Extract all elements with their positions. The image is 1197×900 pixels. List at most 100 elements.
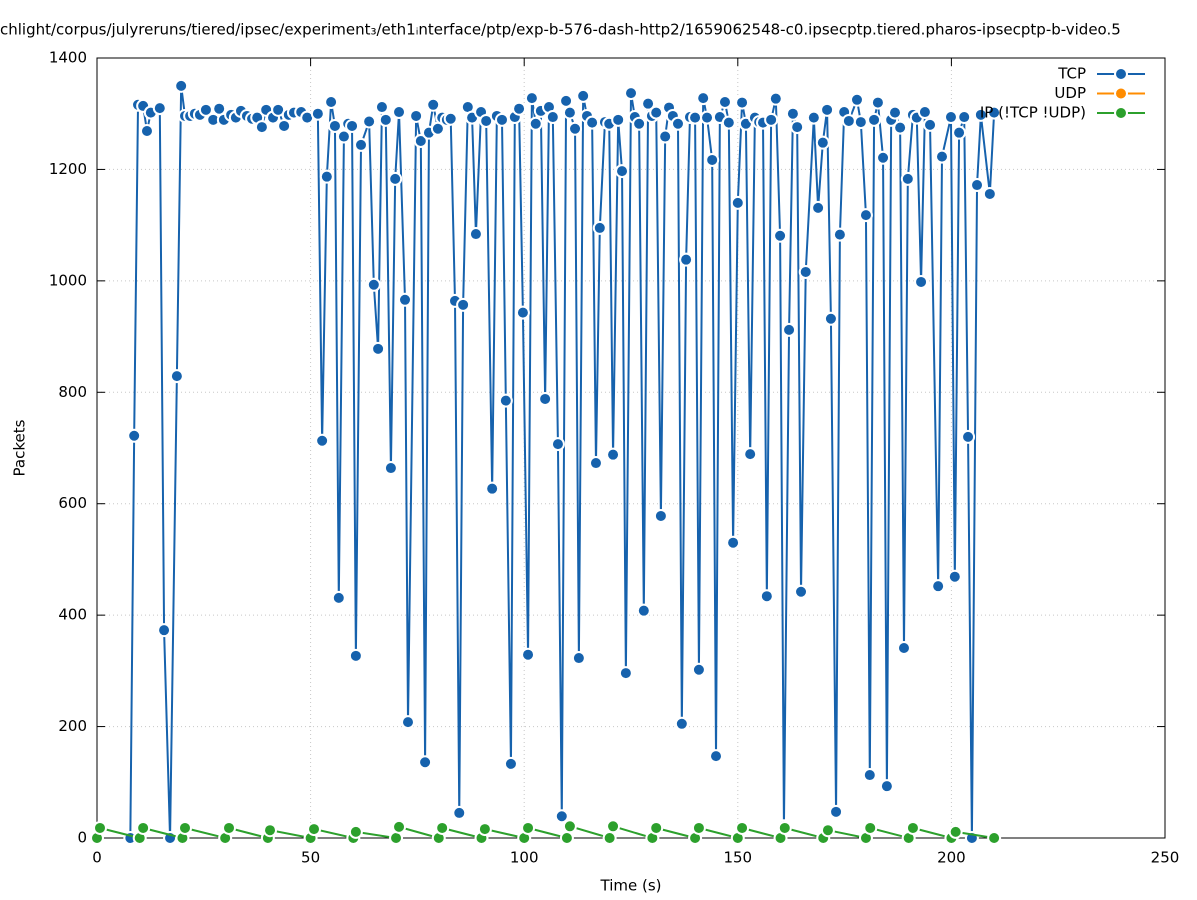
data-point bbox=[606, 819, 621, 834]
data-point bbox=[658, 129, 673, 144]
data-point bbox=[348, 648, 363, 663]
data-point bbox=[876, 150, 891, 165]
data-point bbox=[157, 623, 172, 638]
data-point bbox=[935, 149, 950, 164]
data-point bbox=[152, 101, 167, 116]
data-point bbox=[528, 116, 543, 131]
data-point bbox=[538, 391, 553, 406]
data-point bbox=[127, 428, 142, 443]
data-point bbox=[418, 755, 433, 770]
y-tick-label: 0 bbox=[77, 829, 87, 847]
data-point bbox=[494, 112, 509, 127]
data-point bbox=[705, 152, 720, 167]
data-point bbox=[378, 112, 393, 127]
data-point bbox=[688, 110, 703, 125]
data-point bbox=[618, 666, 633, 681]
data-point bbox=[263, 823, 278, 838]
data-point bbox=[398, 292, 413, 307]
data-point bbox=[653, 508, 668, 523]
data-point bbox=[863, 820, 878, 835]
x-tick-label: 0 bbox=[92, 849, 102, 867]
data-point bbox=[773, 228, 788, 243]
data-point bbox=[777, 820, 792, 835]
x-tick-label: 50 bbox=[301, 849, 320, 867]
x-tick-label: 100 bbox=[510, 849, 539, 867]
data-point bbox=[139, 123, 154, 138]
data-point bbox=[957, 110, 972, 125]
legend-marker bbox=[1114, 106, 1128, 120]
data-point bbox=[602, 831, 617, 845]
data-point bbox=[324, 95, 339, 110]
data-point bbox=[606, 447, 621, 462]
legend-label: IP (!TCP !UDP) bbox=[980, 104, 1086, 122]
data-point bbox=[498, 393, 513, 408]
data-point bbox=[679, 252, 694, 267]
data-point bbox=[592, 220, 607, 235]
data-point bbox=[961, 429, 976, 444]
data-point bbox=[485, 481, 500, 496]
data-point bbox=[512, 101, 527, 116]
data-point bbox=[730, 195, 745, 210]
data-point bbox=[554, 809, 569, 824]
data-point bbox=[943, 110, 958, 125]
y-tick-label: 600 bbox=[58, 494, 87, 512]
data-point bbox=[862, 768, 877, 783]
y-axis-label: Packets bbox=[11, 419, 29, 476]
data-point bbox=[879, 779, 894, 794]
data-point bbox=[759, 589, 774, 604]
data-point bbox=[615, 164, 630, 179]
data-point bbox=[632, 116, 647, 131]
data-point bbox=[815, 135, 830, 150]
data-point bbox=[401, 715, 416, 730]
data-point bbox=[794, 584, 809, 599]
data-point bbox=[735, 820, 750, 835]
data-point bbox=[366, 277, 381, 292]
data-point bbox=[456, 297, 471, 312]
data-point bbox=[674, 716, 689, 731]
data-point bbox=[413, 134, 428, 149]
data-point bbox=[354, 137, 369, 152]
data-point bbox=[515, 305, 530, 320]
data-point bbox=[222, 820, 237, 835]
data-point bbox=[319, 169, 334, 184]
data-point bbox=[896, 641, 911, 656]
data-point bbox=[315, 433, 330, 448]
data-point bbox=[905, 820, 920, 835]
data-point bbox=[550, 437, 565, 452]
data-point bbox=[700, 110, 715, 125]
data-point bbox=[331, 590, 346, 605]
y-tick-label: 800 bbox=[58, 383, 87, 401]
y-tick-label: 1400 bbox=[49, 49, 87, 67]
data-point bbox=[559, 831, 574, 845]
data-point bbox=[571, 651, 586, 666]
data-point bbox=[198, 102, 213, 117]
data-point bbox=[576, 88, 591, 103]
data-point bbox=[785, 106, 800, 121]
data-point bbox=[624, 86, 638, 101]
data-point bbox=[900, 171, 915, 186]
data-point bbox=[310, 106, 325, 121]
data-point bbox=[477, 822, 492, 837]
data-point bbox=[345, 118, 360, 133]
data-point bbox=[696, 91, 711, 106]
x-tick-label: 150 bbox=[723, 849, 752, 867]
data-point bbox=[503, 756, 518, 771]
data-point bbox=[841, 113, 856, 128]
data-point bbox=[452, 805, 467, 820]
data-point bbox=[820, 102, 835, 117]
data-point bbox=[383, 461, 398, 476]
series-line bbox=[129, 85, 996, 839]
data-point bbox=[982, 186, 997, 201]
data-point bbox=[178, 820, 193, 835]
data-point bbox=[468, 227, 483, 242]
data-point bbox=[914, 274, 929, 289]
data-point bbox=[392, 105, 407, 120]
data-point bbox=[717, 95, 732, 110]
legend-marker bbox=[1114, 67, 1128, 81]
data-point bbox=[649, 105, 664, 120]
data-point bbox=[670, 116, 685, 131]
data-point bbox=[611, 112, 626, 127]
data-point bbox=[388, 171, 403, 186]
data-point bbox=[764, 112, 779, 127]
x-tick-label: 200 bbox=[937, 849, 966, 867]
